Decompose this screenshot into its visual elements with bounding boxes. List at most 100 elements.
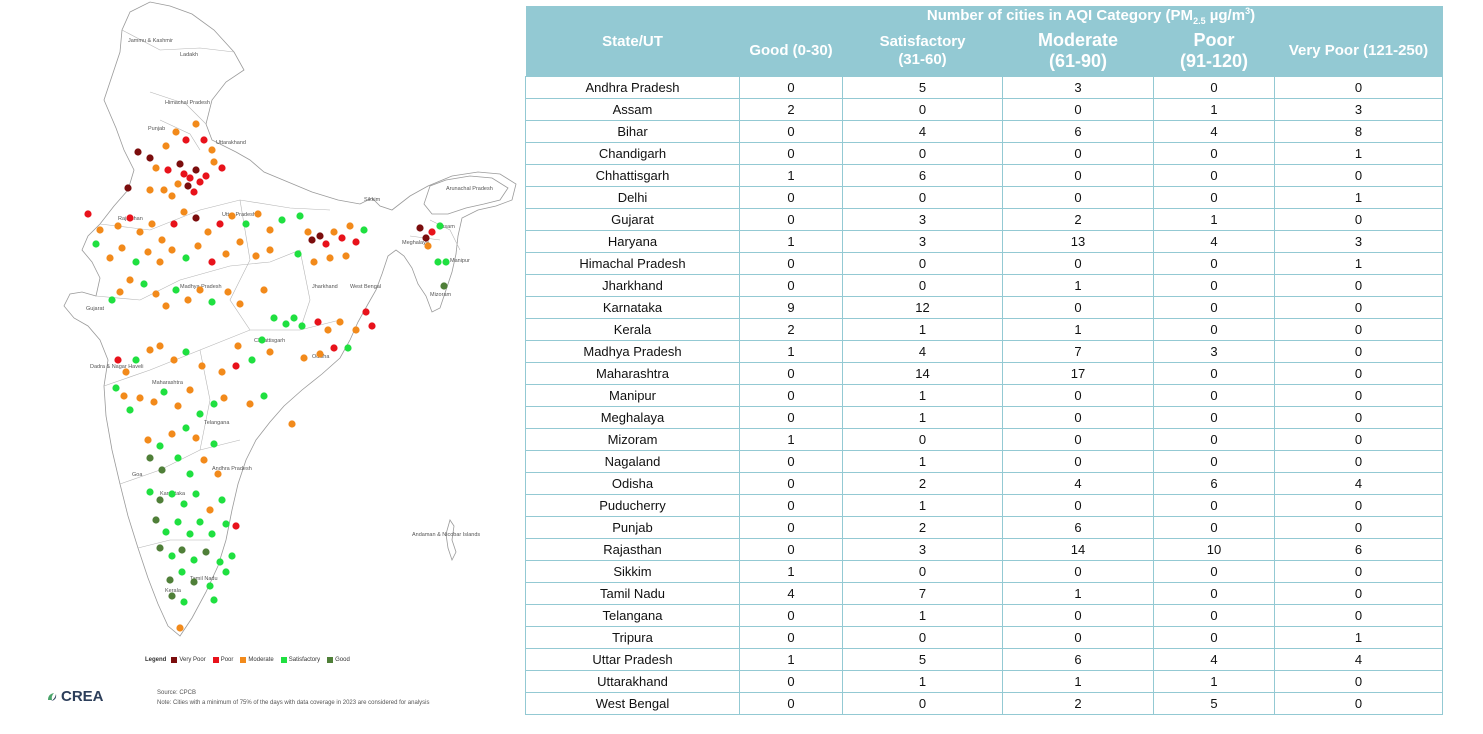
count-cell: 2 <box>1002 208 1154 231</box>
count-cell: 0 <box>842 560 1003 583</box>
count-cell: 0 <box>842 274 1003 297</box>
city-dot-poor <box>190 188 198 196</box>
city-dot-moderate <box>192 120 200 128</box>
count-cell: 3 <box>842 538 1003 561</box>
city-dot-good <box>202 548 210 556</box>
count-cell: 0 <box>739 76 843 99</box>
count-cell: 12 <box>842 296 1003 319</box>
city-dot-poor <box>164 166 172 174</box>
table-row: Uttarakhand 0 1 1 1 0 <box>525 670 1443 693</box>
city-dot-moderate <box>310 258 318 266</box>
group-header-superscript: 3 <box>1245 6 1251 16</box>
count-cell: 4 <box>1153 648 1275 671</box>
table-row: Maharashtra 0 14 17 0 0 <box>525 362 1443 385</box>
state-cell: Puducherry <box>525 494 740 517</box>
city-dot-satisfactory <box>434 258 442 266</box>
city-dot-satisfactory <box>208 298 216 306</box>
count-cell: 0 <box>1002 252 1154 275</box>
state-cell: West Bengal <box>525 692 740 715</box>
city-dot-moderate <box>160 186 168 194</box>
count-cell: 0 <box>842 626 1003 649</box>
city-dot-poor <box>232 362 240 370</box>
city-dot-moderate <box>288 420 296 428</box>
city-dot-moderate <box>168 246 176 254</box>
city-dot-good <box>178 546 186 554</box>
region-label: Gujarat <box>86 306 105 312</box>
city-dot-moderate <box>304 228 312 236</box>
city-dot-satisfactory <box>258 336 266 344</box>
table-row: Uttar Pradesh 1 5 6 4 4 <box>525 648 1443 671</box>
city-dot-moderate <box>424 242 432 250</box>
city-dot-satisfactory <box>260 392 268 400</box>
region-label: Chhattisgarh <box>254 338 285 344</box>
count-cell: 0 <box>1002 604 1154 627</box>
count-cell: 0 <box>1274 450 1443 473</box>
count-cell: 0 <box>842 692 1003 715</box>
city-dot-moderate <box>260 286 268 294</box>
count-cell: 0 <box>1153 252 1275 275</box>
city-dot-moderate <box>316 350 324 358</box>
state-cell: Jharkhand <box>525 274 740 297</box>
count-cell: 5 <box>1153 692 1275 715</box>
city-dot-moderate <box>300 354 308 362</box>
city-dot-satisfactory <box>196 410 204 418</box>
city-dot-moderate <box>252 252 260 260</box>
count-cell: 0 <box>1153 76 1275 99</box>
city-dot-poor <box>338 234 346 242</box>
table-row: Telangana 0 1 0 0 0 <box>525 604 1443 627</box>
city-dot-poor <box>232 522 240 530</box>
city-dot-poor <box>170 220 178 228</box>
city-dot-moderate <box>198 362 206 370</box>
count-cell: 0 <box>1153 604 1275 627</box>
city-dot-good <box>190 578 198 586</box>
count-cell: 0 <box>842 186 1003 209</box>
legend-label: Good <box>335 657 350 663</box>
count-cell: 1 <box>1153 98 1275 121</box>
city-dot-satisfactory <box>180 598 188 606</box>
count-cell: 0 <box>1274 494 1443 517</box>
state-cell: Tamil Nadu <box>525 582 740 605</box>
table-row: Punjab 0 2 6 0 0 <box>525 516 1443 539</box>
state-cell: Bihar <box>525 120 740 143</box>
count-cell: 7 <box>842 582 1003 605</box>
city-dot-satisfactory <box>248 356 256 364</box>
state-cell: Himachal Pradesh <box>525 252 740 275</box>
count-cell: 0 <box>1002 164 1154 187</box>
city-dot-satisfactory <box>172 286 180 294</box>
legend-label: Moderate <box>248 657 274 663</box>
city-dot-satisfactory <box>208 530 216 538</box>
count-cell: 5 <box>842 76 1003 99</box>
count-cell: 4 <box>842 120 1003 143</box>
region-label: Himachal Pradesh <box>165 100 210 106</box>
count-cell: 3 <box>1274 230 1443 253</box>
category-label: Moderate <box>1037 30 1118 50</box>
count-cell: 9 <box>739 296 843 319</box>
state-cell: Chhattisgarh <box>525 164 740 187</box>
state-cell: Uttar Pradesh <box>525 648 740 671</box>
region-label: Uttarakhand <box>216 140 246 146</box>
state-cell: Punjab <box>525 516 740 539</box>
count-cell: 0 <box>1274 340 1443 363</box>
city-dot-moderate <box>126 276 134 284</box>
category-header-poor: Poor (91-120) <box>1153 26 1275 77</box>
city-dot-moderate <box>146 186 154 194</box>
count-cell: 0 <box>842 252 1003 275</box>
count-cell: 0 <box>739 626 843 649</box>
category-header-satisfactory: Satisfactory (31-60) <box>842 26 1003 77</box>
count-cell: 0 <box>1153 384 1275 407</box>
city-dot-poor <box>362 308 370 316</box>
count-cell: 0 <box>1153 428 1275 451</box>
count-cell: 1 <box>842 450 1003 473</box>
legend-swatch <box>171 657 178 663</box>
crea-logo: CREA <box>46 688 104 705</box>
category-range: (61-90) <box>1048 51 1108 71</box>
table-row: Mizoram 1 0 0 0 0 <box>525 428 1443 451</box>
source-note: Source: CPCB Note: Cities with a minimum… <box>157 688 429 708</box>
count-cell: 0 <box>739 472 843 495</box>
city-dot-moderate <box>168 192 176 200</box>
state-cell: Manipur <box>525 384 740 407</box>
count-cell: 0 <box>842 428 1003 451</box>
count-cell: 3 <box>1002 76 1154 99</box>
city-dot-moderate <box>170 356 178 364</box>
state-cell: Kerala <box>525 318 740 341</box>
